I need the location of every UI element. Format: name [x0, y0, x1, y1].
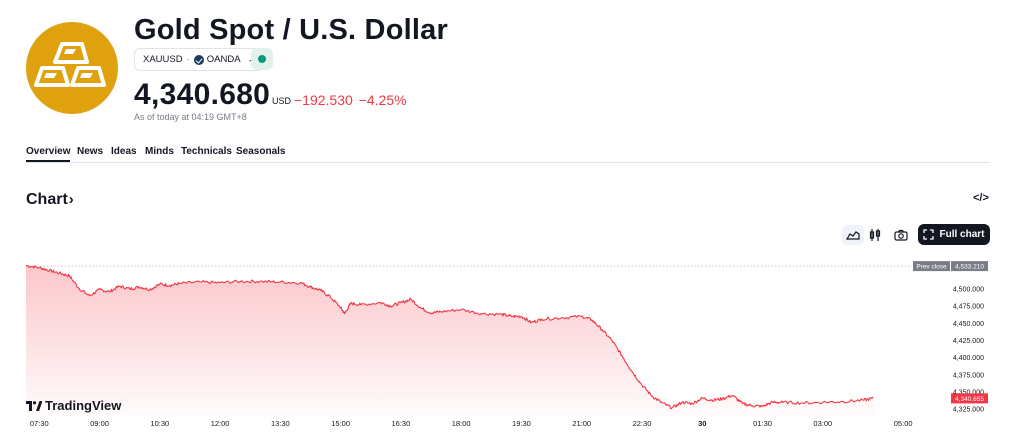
x-tick-label: 07:30: [30, 419, 49, 428]
tradingview-label: TradingView: [45, 398, 122, 413]
camera-icon: [894, 229, 908, 241]
code-icon[interactable]: </>: [973, 192, 989, 204]
y-tick-label: 4,375.000: [953, 372, 984, 379]
candles-icon: [869, 229, 881, 241]
market-open-dot-icon: [258, 55, 266, 63]
snapshot-button[interactable]: [890, 225, 912, 245]
full-chart-label: Full chart: [939, 229, 985, 240]
x-tick-label: 21:00: [572, 419, 591, 428]
prev-close-value: 4,533.210: [955, 264, 984, 271]
x-tick-label: 22:30: [633, 419, 652, 428]
price-area-fill: [26, 265, 873, 416]
x-tick-label: 09:00: [90, 419, 109, 428]
x-tick-label: 19:30: [512, 419, 531, 428]
y-tick-label: 4,475.000: [953, 304, 984, 311]
x-tick-label: 12:00: [211, 419, 230, 428]
chart-section-link[interactable]: Chart›: [26, 191, 74, 209]
x-tick-label: 10:30: [150, 419, 169, 428]
prev-close-label: Prev close: [916, 264, 947, 271]
expand-icon: [923, 229, 935, 240]
area-chart-icon: [846, 231, 860, 240]
y-tick-label: 4,450.000: [953, 321, 984, 328]
x-tick-label: 16:30: [392, 419, 411, 428]
change-value: −192.530: [294, 92, 353, 108]
market-status-badge[interactable]: [251, 48, 273, 70]
gold-bars-logo: [26, 22, 118, 114]
candles-button[interactable]: [864, 225, 886, 245]
x-tick-label: 05:00: [894, 419, 913, 428]
y-tick-label: 4,350.000: [953, 389, 984, 396]
last-price-label-bg: [951, 393, 988, 404]
symbol-selector[interactable]: XAUUSD · OANDA ⌄: [134, 48, 265, 71]
tab-ideas[interactable]: Ideas: [111, 146, 137, 157]
y-tick-label: 4,425.000: [953, 338, 984, 345]
x-tick-label: 30: [698, 419, 706, 428]
separator-dot: ·: [186, 54, 190, 65]
change-percent: −4.25%: [358, 92, 407, 108]
exchange-verified-icon: [193, 54, 204, 65]
x-tick-label: 01:30: [753, 419, 772, 428]
tab-seasonals[interactable]: Seasonals: [236, 146, 286, 157]
gold-bars-icon: [34, 42, 106, 87]
x-tick-label: 18:00: [452, 419, 471, 428]
price-timestamp: As of today at 04:19 GMT+8: [134, 112, 247, 122]
price-change: −192.530 −4.25%: [294, 92, 407, 108]
last-price: 4,340.680: [134, 78, 271, 111]
y-tick-label: 4,500.000: [953, 286, 984, 293]
x-tick-label: 13:30: [271, 419, 290, 428]
prev-close-value-bg: [951, 261, 988, 272]
tab-minds[interactable]: Minds: [145, 146, 174, 157]
price-series-line: [25, 265, 874, 410]
x-tick-label: 03:00: [813, 419, 832, 428]
price-chart[interactable]: 07:30 09:00 10:30 12:00 13:30 15:00 16:30 18:00…: [0, 250, 1024, 439]
y-tick-label: 4,325.000: [953, 407, 984, 414]
chevron-right-icon: ›: [68, 191, 74, 208]
tab-overview[interactable]: Overview: [26, 146, 71, 162]
tradingview-logo[interactable]: TradingView: [26, 398, 121, 413]
y-tick-label: 4,400.000: [953, 355, 984, 362]
prev-close-label-bg: [913, 261, 950, 272]
area-chart-button[interactable]: [842, 225, 864, 245]
page-title: Gold Spot / U.S. Dollar: [134, 14, 448, 46]
exchange-label: OANDA: [206, 54, 241, 65]
tab-bar: Overview News Ideas Minds Technicals Sea…: [26, 146, 990, 163]
symbol-label: XAUUSD: [143, 54, 183, 65]
chart-heading-label: Chart: [26, 191, 68, 208]
tab-news[interactable]: News: [77, 146, 104, 157]
price-currency: USD: [272, 96, 292, 106]
tradingview-logo-icon: [26, 400, 42, 411]
x-tick-label: 15:00: [331, 419, 350, 428]
full-chart-button[interactable]: Full chart: [918, 224, 990, 245]
last-price-label: 4,340.655: [955, 396, 984, 403]
tab-technicals[interactable]: Technicals: [181, 146, 232, 157]
